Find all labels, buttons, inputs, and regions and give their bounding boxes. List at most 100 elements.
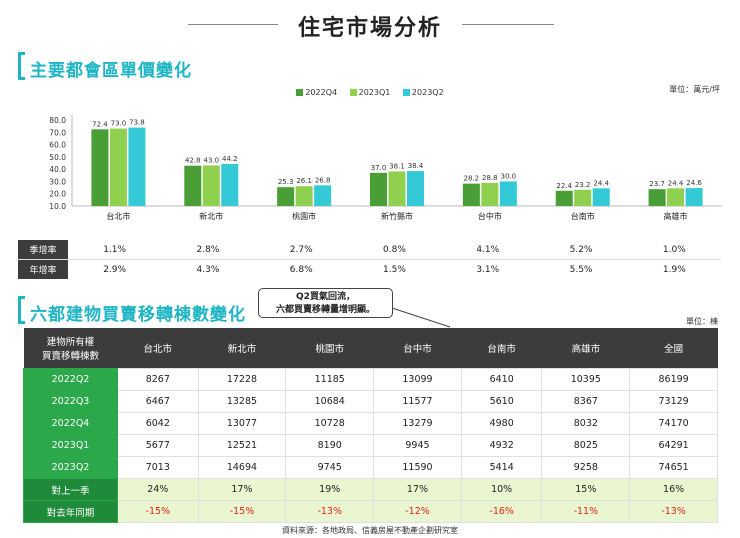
- table-cell: 9945: [373, 434, 462, 457]
- data-label: 44.2: [222, 155, 238, 163]
- table-cell: 5677: [117, 434, 199, 457]
- data-label: 25.3: [278, 178, 294, 186]
- legend-swatch: [296, 89, 304, 96]
- table-row: 2022Q2 8267 17228 11185 13099 6410 10395 86199: [23, 368, 718, 391]
- x-tick-label: 新竹縣市: [381, 211, 413, 221]
- table-row: 2022Q4 6042 13077 10728 13279 4980 8032 74170: [23, 412, 718, 435]
- bar-2023Q1-0: [109, 128, 127, 206]
- bar-2022Q4-3: [370, 172, 387, 206]
- table-cell: 17%: [197, 478, 287, 501]
- row-label: 2022Q3: [23, 390, 118, 413]
- table-cell: 5610: [460, 390, 543, 413]
- callout-line1: Q2買氣回流，: [296, 292, 355, 302]
- bar-2022Q4-1: [184, 165, 202, 206]
- table-cell: 12521: [197, 434, 287, 457]
- row-label: 2022Q4: [23, 412, 118, 435]
- table-cell: 86199: [629, 368, 718, 391]
- bar-2023Q2-2: [314, 185, 332, 206]
- data-label: 28.8: [482, 174, 498, 182]
- table-cell: 8267: [117, 368, 199, 391]
- table-cell: 13285: [197, 390, 287, 413]
- callout-box: Q2買氣回流， 六都買賣移轉量增明顯。: [258, 288, 393, 318]
- section2-title: 六都建物買賣移轉棟數變化: [30, 305, 246, 325]
- table-cell: -15%: [197, 500, 287, 523]
- rate-cell: 6.8%: [254, 259, 348, 279]
- bar-2023Q2-1: [221, 163, 239, 206]
- price-unit-label: 單位：萬元/坪: [669, 85, 720, 94]
- table-cell: 8032: [541, 412, 631, 435]
- bar-2023Q2-0: [128, 127, 146, 206]
- table-cell: 9258: [541, 456, 631, 479]
- bar-2022Q4-2: [277, 187, 295, 206]
- data-label: 24.6: [686, 179, 702, 187]
- table-cell: 4980: [460, 412, 543, 435]
- section1-title: 主要都會區單價變化: [30, 61, 192, 81]
- data-label: 26.1: [296, 177, 312, 185]
- table-cell: 17228: [197, 368, 287, 391]
- table-cell: 19%: [285, 478, 375, 501]
- x-tick-label: 高雄市: [664, 211, 688, 221]
- x-tick-label: 桃園市: [292, 211, 316, 221]
- rate-cell: 3.1%: [441, 259, 535, 279]
- x-tick-label: 台北市: [106, 211, 130, 221]
- data-label: 37.0: [371, 164, 387, 172]
- bar-2023Q1-4: [481, 182, 499, 206]
- bar-2023Q2-5: [592, 188, 610, 206]
- rate-cell: 2.9%: [68, 259, 162, 279]
- row-label: 2023Q1: [23, 434, 118, 457]
- transfer-column-header: 桃園市: [285, 328, 374, 369]
- data-label: 73.0: [111, 120, 127, 128]
- table-cell: 64291: [629, 434, 718, 457]
- transfer-column-header: 高雄市: [541, 328, 630, 369]
- x-tick-label: 台南市: [571, 211, 595, 221]
- title-rule-left: [188, 24, 278, 25]
- table-cell: 11590: [373, 456, 462, 479]
- bar-2023Q2-4: [499, 181, 517, 206]
- rate-cell: 2.7%: [289, 244, 313, 255]
- section2-marker: [18, 296, 25, 324]
- bar-2023Q1-5: [574, 189, 592, 206]
- data-label: 24.4: [668, 179, 684, 187]
- table-row: 對去年同期 -15% -15% -13% -12% -16% -11% -13%: [23, 500, 718, 523]
- table-cell: 6467: [117, 390, 199, 413]
- table-cell: 73129: [629, 390, 718, 413]
- callout-pointer: [391, 307, 451, 328]
- row-label: 對上一季: [23, 478, 118, 501]
- legend-item-2023q1: 2023Q1: [349, 88, 391, 97]
- table-cell: 11577: [373, 390, 462, 413]
- bar-2023Q1-3: [388, 171, 406, 206]
- table-cell: -12%: [373, 500, 462, 523]
- table-cell: 6042: [117, 412, 199, 435]
- row-label: 2023Q2: [23, 456, 118, 479]
- table-cell: 13099: [373, 368, 462, 391]
- table-cell: 74651: [629, 456, 718, 479]
- rate-cell: 5.2%: [569, 244, 593, 255]
- x-tick-label: 台中市: [478, 211, 502, 221]
- transfer-column-header: 台南市: [461, 328, 542, 369]
- data-label: 28.2: [464, 175, 480, 183]
- table-row: 2023Q1 5677 12521 8190 9945 4932 8025 64291: [23, 434, 718, 457]
- data-label: 72.4: [92, 120, 108, 128]
- data-label: 24.4: [593, 179, 609, 187]
- table-cell: -13%: [629, 500, 718, 523]
- legend-label: 2022Q4: [305, 88, 338, 97]
- y-tick-label: 50.0: [49, 153, 66, 162]
- legend-label: 2023Q1: [358, 88, 391, 97]
- data-label: 23.2: [575, 181, 591, 189]
- table-cell: 13077: [197, 412, 287, 435]
- legend-label: 2023Q2: [411, 88, 444, 97]
- y-tick-label: 10.0: [49, 202, 66, 211]
- table-row: 2022Q3 6467 13285 10684 11577 5610 8367 73129: [23, 390, 718, 413]
- table-cell: 10728: [285, 412, 375, 435]
- transfer-column-header: 台北市: [117, 328, 199, 369]
- y-tick-label: 80.0: [49, 116, 66, 125]
- chart-legend: 2022Q4 2023Q1 2023Q2: [0, 88, 740, 97]
- rate-table: 季增率 1.1% 2.8% 2.7% 0.8% 4.1% 5.2% 1.0% 年增率 2.9% 4.…: [18, 240, 721, 279]
- transfer-table: 建物所有權 買賣移轉棟數 台北市 新北市 桃園市 台中市 台南市 高雄市 全國 2022Q2 82…: [23, 328, 718, 523]
- y-tick-label: 70.0: [49, 128, 66, 137]
- transfer-column-header: 全國: [629, 328, 718, 369]
- y-tick-label: 60.0: [49, 141, 66, 150]
- price-bar-chart: 80.0 70.0 60.0 50.0 40.0 30.0 20.0 10.0 72.4 73.0…: [49, 115, 722, 221]
- transfer-column-header: 台中市: [373, 328, 462, 369]
- y-tick-label: 40.0: [49, 165, 66, 174]
